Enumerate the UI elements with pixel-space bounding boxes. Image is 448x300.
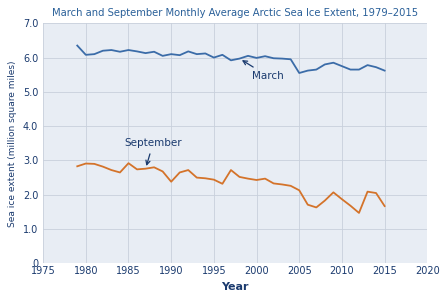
Y-axis label: Sea ice extent (million square miles): Sea ice extent (million square miles) bbox=[9, 60, 17, 226]
Text: March: March bbox=[243, 61, 284, 81]
Text: September: September bbox=[124, 138, 182, 165]
X-axis label: Year: Year bbox=[221, 282, 249, 292]
Title: March and September Monthly Average Arctic Sea Ice Extent, 1979–2015: March and September Monthly Average Arct… bbox=[52, 8, 418, 18]
